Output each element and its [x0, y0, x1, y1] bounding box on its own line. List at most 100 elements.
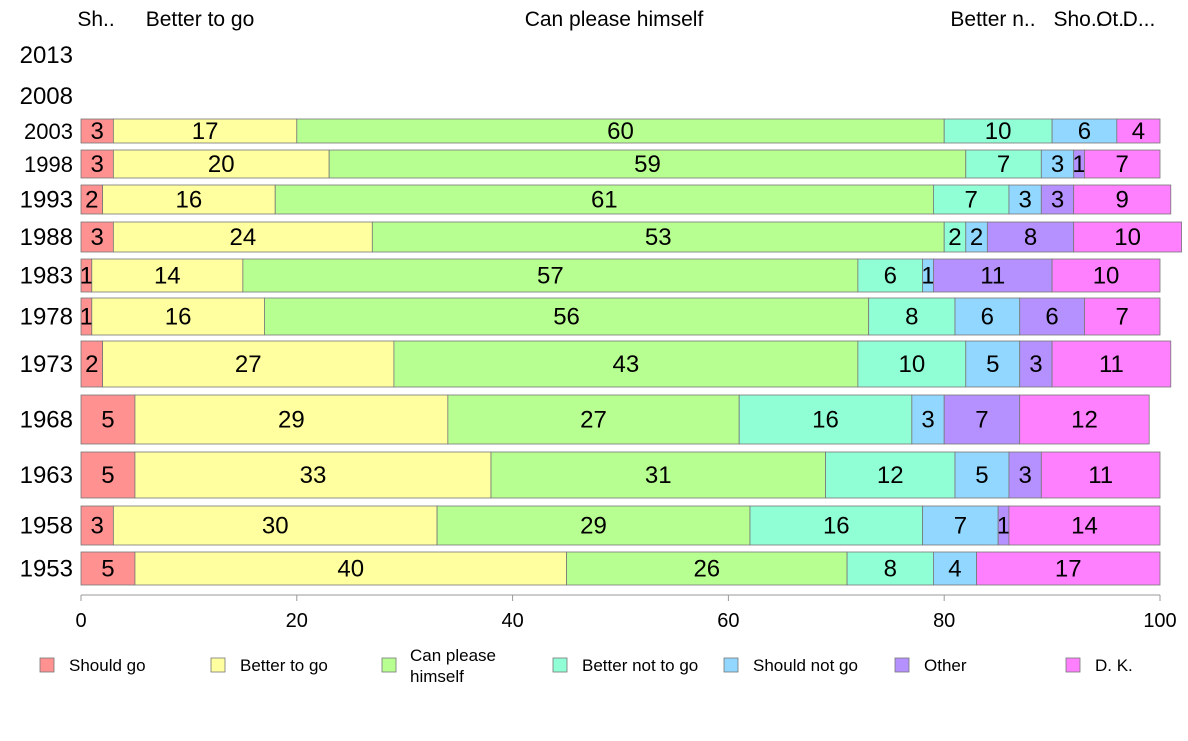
data-label: 6	[884, 263, 897, 290]
data-label: 10	[1093, 263, 1120, 290]
data-label: 27	[580, 407, 607, 434]
bar-segment	[264, 297, 870, 336]
data-label: 3	[91, 224, 104, 251]
bar-segment	[80, 551, 136, 586]
bar-segment	[1073, 184, 1172, 215]
data-label: 7	[964, 187, 977, 214]
year-label: 1978	[20, 304, 73, 331]
year-label: 2008	[20, 83, 73, 110]
legend-swatch	[210, 657, 226, 673]
data-label: 16	[812, 407, 839, 434]
data-label: 8	[905, 304, 918, 331]
data-label: 4	[1132, 118, 1145, 145]
data-label: 60	[607, 118, 634, 145]
year-label: 1998	[24, 152, 73, 177]
top-column-labels: Sh.. Better to go Can please himself Better…	[77, 8, 1155, 31]
data-label: 16	[823, 513, 850, 540]
bar-segment	[102, 184, 276, 215]
bar-segment	[80, 451, 136, 499]
data-label: 10	[898, 351, 925, 378]
bar-segment	[954, 451, 1010, 499]
year-label: 1988	[20, 224, 73, 251]
bar-segment	[1040, 149, 1075, 179]
legend-swatch	[1065, 657, 1081, 673]
data-label: 6	[1045, 304, 1058, 331]
data-label: 16	[176, 187, 203, 214]
data-label: 31	[645, 462, 672, 489]
year-label: 1968	[20, 407, 73, 434]
bar-segment	[566, 551, 848, 586]
legend-label: Can please	[410, 646, 496, 665]
data-label: 29	[278, 407, 305, 434]
bar-segment	[80, 505, 114, 546]
data-label: 26	[693, 556, 720, 583]
data-label: 8	[884, 556, 897, 583]
data-label: 1	[1072, 151, 1085, 178]
data-label: 3	[91, 151, 104, 178]
bar-segment	[436, 505, 751, 546]
bar-segment	[296, 118, 945, 144]
x-tick-label: 80	[933, 610, 955, 632]
top-column-label: D...	[1123, 8, 1156, 31]
bar-segment	[274, 184, 934, 215]
data-label: 6	[981, 304, 994, 331]
data-label: 11	[1088, 462, 1113, 489]
data-label: 3	[1018, 187, 1031, 214]
bar-segment	[134, 451, 492, 499]
data-label: 5	[975, 462, 988, 489]
bar-segment	[80, 394, 136, 445]
data-label: 5	[101, 556, 114, 583]
top-column-label: Ot..	[1096, 8, 1130, 31]
data-label: 5	[101, 462, 114, 489]
data-label: 3	[91, 118, 104, 145]
data-label: 7	[1116, 151, 1129, 178]
data-label: 27	[235, 351, 262, 378]
bar-segment	[1051, 258, 1161, 293]
data-label: 12	[1071, 407, 1098, 434]
top-column-label: Sh..	[77, 8, 114, 31]
legend-label: Better to go	[240, 656, 328, 675]
data-label: 14	[1071, 513, 1098, 540]
data-label: 16	[165, 304, 192, 331]
top-column-label: Better to go	[146, 8, 255, 31]
bar-segment	[1019, 297, 1085, 336]
legend-swatch	[381, 657, 397, 673]
bar-segment	[933, 184, 1010, 215]
year-label: 1963	[20, 462, 73, 489]
bar-segment	[1073, 221, 1182, 253]
year-label: 1958	[20, 513, 73, 540]
data-label: 11	[1099, 351, 1124, 378]
data-label: 3	[921, 407, 934, 434]
bar-segment	[80, 149, 114, 179]
data-label: 11	[980, 263, 1005, 290]
data-label: 6	[1078, 118, 1091, 145]
data-label: 2	[85, 187, 98, 214]
bar-segment	[80, 118, 114, 144]
top-column-label: Better n..	[950, 8, 1035, 31]
x-tick-label: 0	[75, 610, 86, 632]
bar-segment	[1019, 340, 1053, 388]
data-label: 40	[337, 556, 364, 583]
legend-swatch	[552, 657, 568, 673]
data-label: 3	[91, 513, 104, 540]
bar-segments: 3 17 60 10 6 43 20 59 7 3 1 72 16 61 7 3 3 93 24 53 2 2 8 101 14…	[80, 118, 1182, 586]
data-label: 9	[1116, 187, 1129, 214]
bar-segment	[749, 505, 924, 546]
bar-segment	[91, 258, 244, 293]
legend: Should go Better to go Can please himself Be…	[39, 646, 1133, 686]
bar-segment	[112, 221, 373, 253]
bar-segment	[1019, 394, 1150, 445]
year-label: 1983	[20, 263, 73, 290]
x-tick-label: 40	[501, 610, 523, 632]
top-column-label: Sho..	[1053, 8, 1102, 31]
data-label: 1	[80, 263, 93, 290]
data-label: 4	[948, 556, 961, 583]
data-label: 57	[537, 263, 564, 290]
bar-segment	[954, 297, 1021, 336]
top-column-label: Can please himself	[525, 8, 704, 31]
bar-segment	[1084, 297, 1161, 336]
data-label: 30	[262, 513, 289, 540]
year-label: 1953	[20, 556, 73, 583]
data-label: 7	[997, 151, 1010, 178]
